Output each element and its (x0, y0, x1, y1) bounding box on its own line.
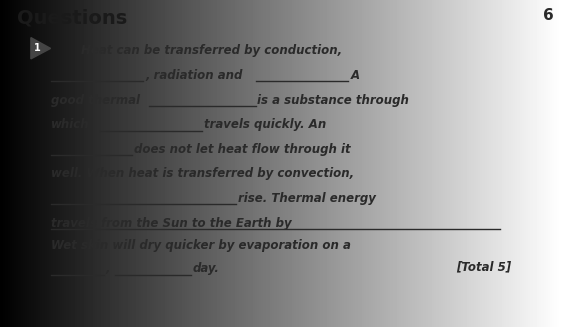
Text: [Total 5]: [Total 5] (456, 261, 511, 274)
Text: well. When heat is transferred by convection,: well. When heat is transferred by convec… (51, 167, 353, 181)
Text: 1: 1 (34, 43, 40, 53)
Text: good thermal: good thermal (51, 94, 139, 107)
Text: rise. Thermal energy: rise. Thermal energy (238, 192, 375, 205)
Text: ,: , (105, 262, 110, 275)
Text: is a substance through: is a substance through (257, 94, 409, 107)
Text: Heat can be transferred by conduction,: Heat can be transferred by conduction, (81, 44, 343, 57)
Text: travels quickly. An: travels quickly. An (204, 118, 327, 131)
Text: does not let heat flow through it: does not let heat flow through it (134, 143, 350, 156)
Text: travels from the Sun to the Earth by: travels from the Sun to the Earth by (51, 216, 291, 230)
Text: Questions: Questions (17, 8, 127, 27)
Text: A: A (351, 69, 360, 82)
Text: which: which (51, 118, 89, 131)
Text: day.: day. (193, 262, 220, 275)
Text: Wet skin will dry quicker by evaporation on a: Wet skin will dry quicker by evaporation… (51, 239, 351, 252)
Text: 6: 6 (543, 8, 554, 23)
Polygon shape (31, 38, 51, 59)
Text: , radiation and: , radiation and (145, 69, 242, 82)
